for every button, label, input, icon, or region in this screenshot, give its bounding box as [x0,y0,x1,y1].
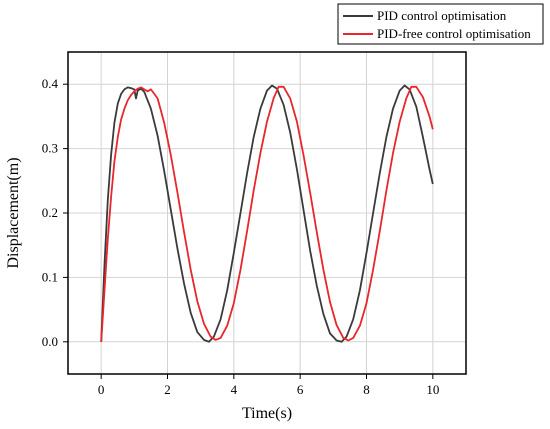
x-tick-label: 8 [363,382,370,397]
y-tick-label: 0.0 [42,334,58,349]
x-tick-label: 4 [231,382,238,397]
legend-label-pid-free: PID-free control optimisation [377,26,531,41]
x-tick-label: 0 [98,382,105,397]
legend-box [337,3,544,45]
grid [68,52,466,374]
y-axis-title: Displacement(m) [5,157,22,268]
x-tick-label: 10 [426,382,439,397]
y-tick-label: 0.1 [42,269,58,284]
y-tick-label: 0.3 [42,141,58,156]
x-tick-label: 6 [297,382,304,397]
series-lines [100,84,434,343]
x-axis-title: Time(s) [242,405,292,422]
legend-label-pid: PID control optimisation [377,8,507,23]
y-tick-label: 0.2 [42,205,58,220]
series-line-0 [100,84,434,343]
axis-ticks: 0 2 4 6 8 10 0.0 0.1 0.2 0.3 0.4 [42,76,440,397]
series-line-1 [100,85,434,342]
x-tick-label: 2 [164,382,171,397]
legend: PID control optimisation PID-free contro… [337,3,544,45]
y-tick-label: 0.4 [42,76,59,91]
